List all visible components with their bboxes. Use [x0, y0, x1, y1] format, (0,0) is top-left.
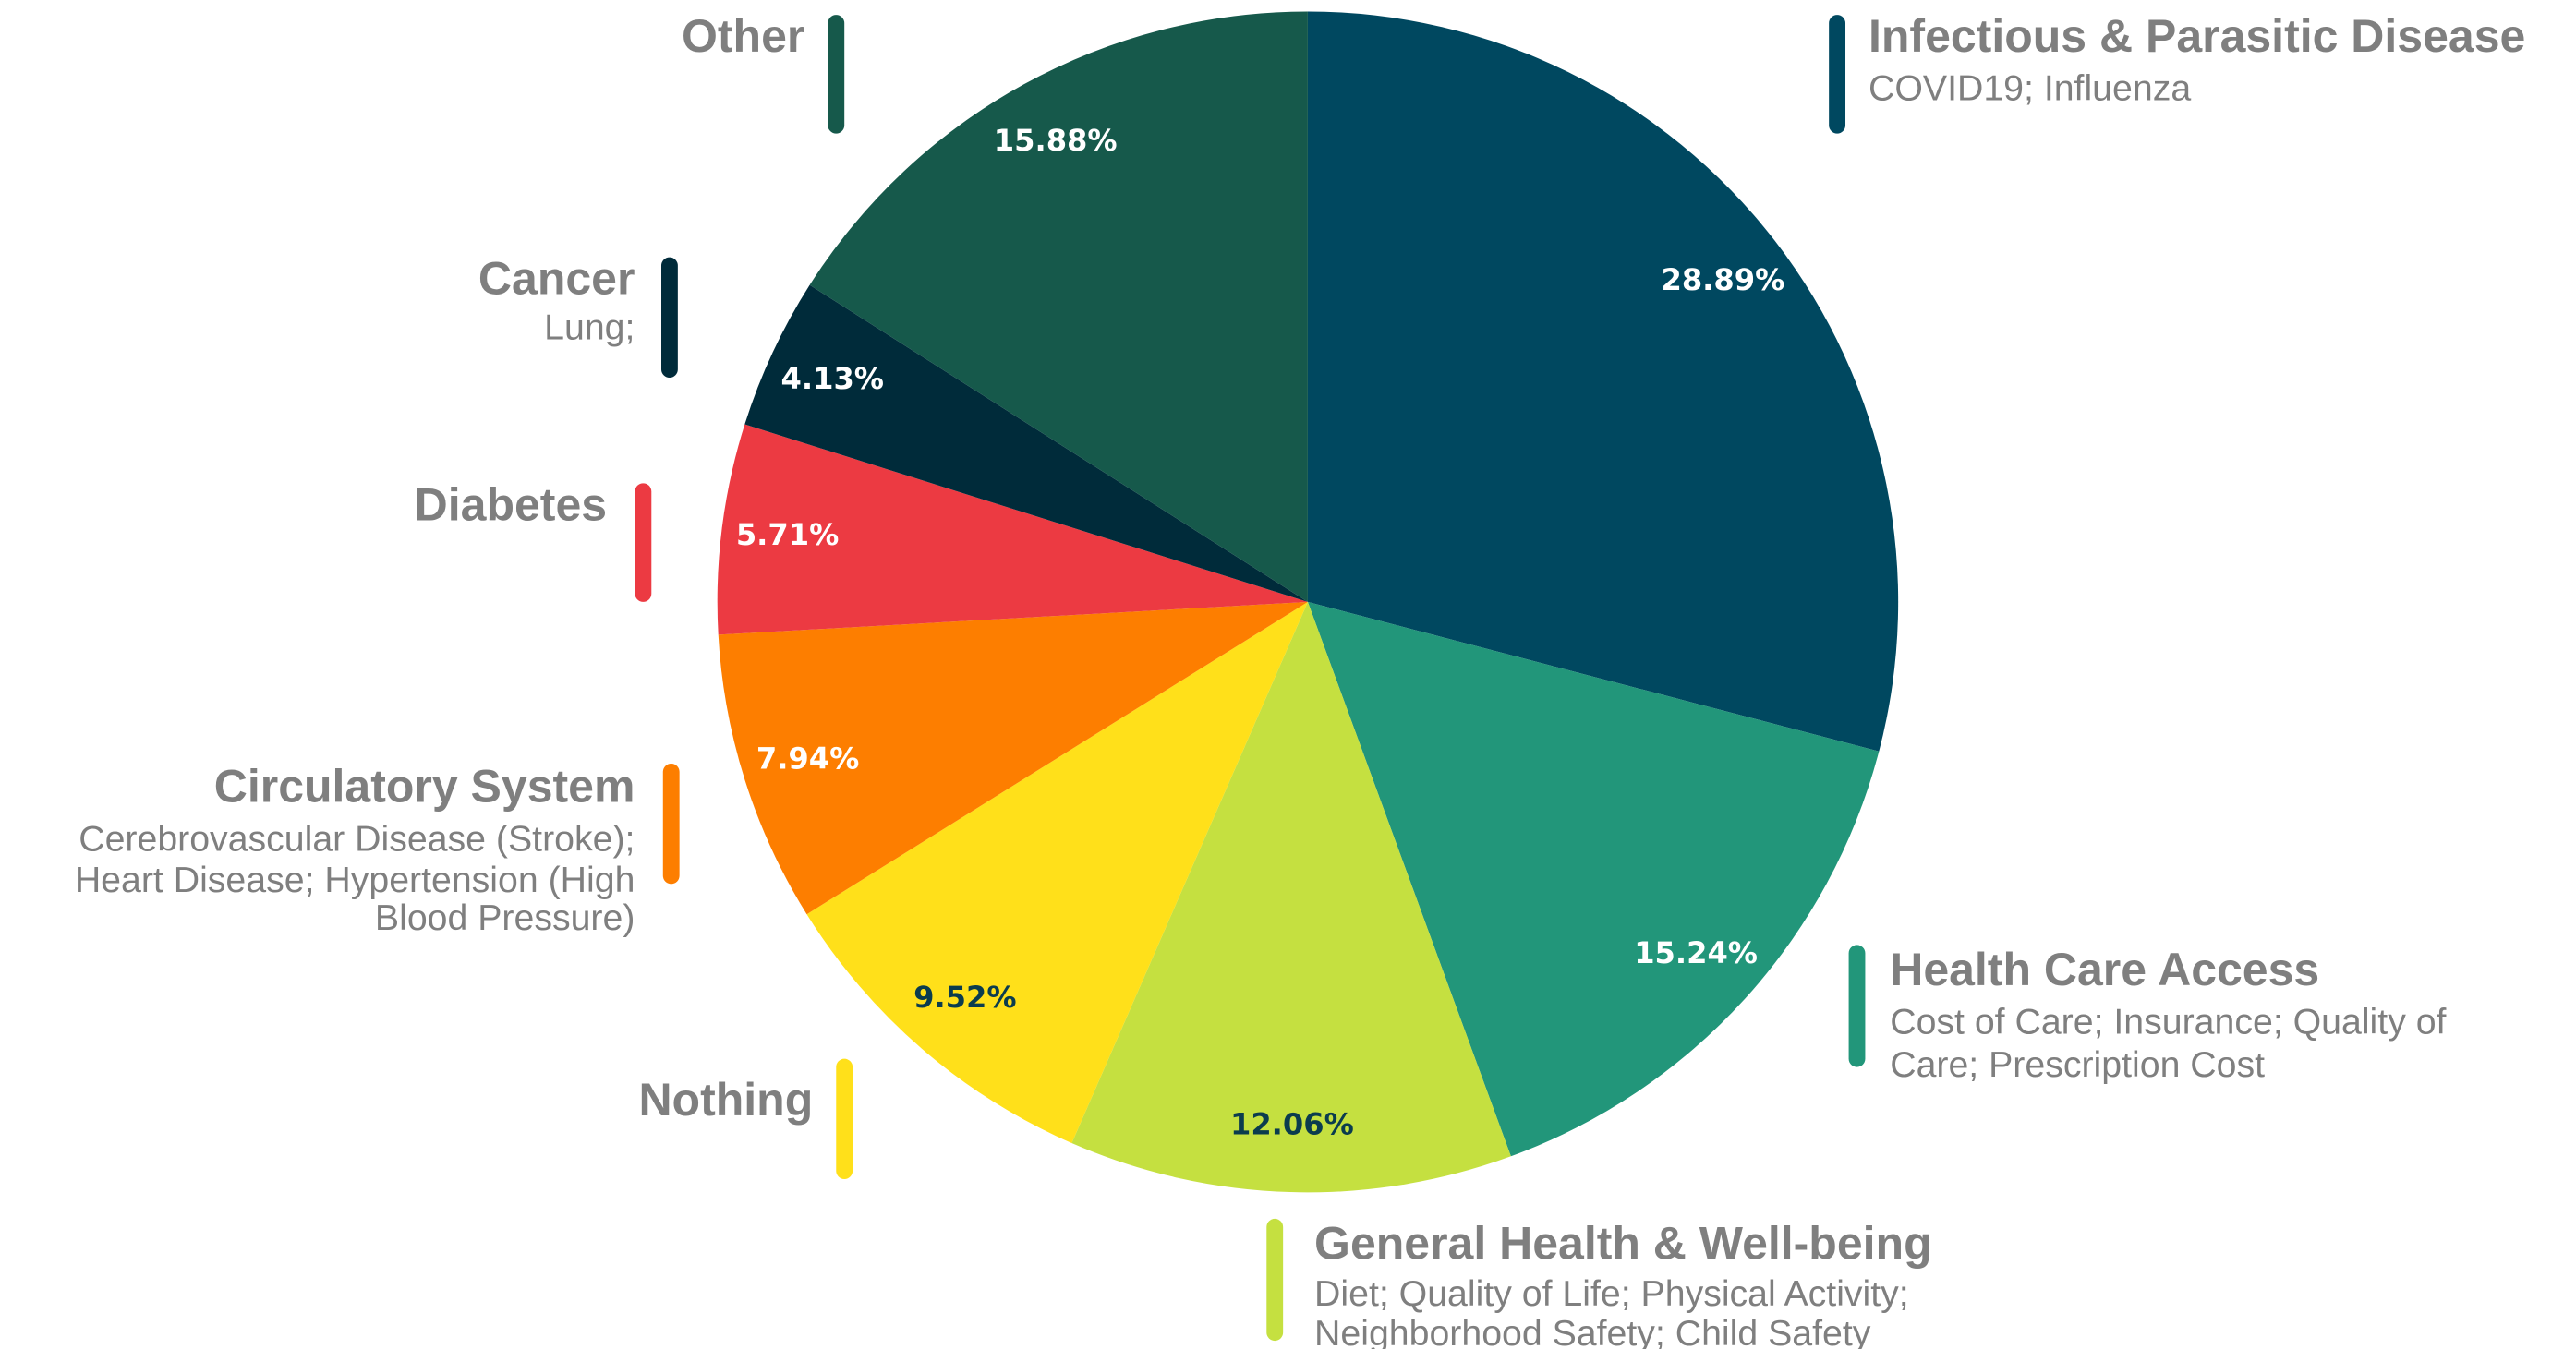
legend-title: Diabetes [415, 478, 607, 530]
legend-detail: Cost of Care; Insurance; Quality of [1890, 1002, 2446, 1042]
legend-detail: Lung; [544, 307, 635, 348]
value-label: 7.94% [756, 741, 859, 776]
pie-slice [744, 284, 1308, 602]
legend-title: Health Care Access [1890, 944, 2319, 995]
pie-slice [1307, 601, 1880, 1157]
value-label: 28.89% [1661, 262, 1784, 297]
pie-slice [718, 601, 1308, 915]
legend-title: Nothing [638, 1074, 813, 1126]
legend-detail: Heart Disease; Hypertension (High [75, 860, 635, 900]
legend-title: Cancer [478, 253, 635, 305]
legend-title: Circulatory System [214, 761, 635, 813]
value-label: 5.71% [736, 517, 839, 552]
value-label: 15.24% [1634, 935, 1758, 970]
legend-title: Other [682, 10, 804, 62]
value-label: 12.06% [1230, 1107, 1354, 1142]
pie-slice [717, 424, 1308, 635]
legend-detail: Cerebrovascular Disease (Stroke); [79, 818, 635, 859]
legend-title: General Health & Well-being [1314, 1217, 1932, 1269]
legend-detail: Care; Prescription Cost [1890, 1044, 2265, 1085]
pie-slice [806, 601, 1308, 1143]
legend-detail: Neighborhood Safety; Child Safety [1314, 1313, 1871, 1349]
pie-slice [1307, 11, 1899, 752]
pie-slice [1071, 601, 1511, 1193]
legend-detail: Diet; Quality of Life; Physical Activity… [1314, 1273, 1909, 1314]
value-label: 9.52% [913, 980, 1016, 1015]
value-label: 4.13% [781, 361, 884, 396]
value-label: 15.88% [994, 123, 1118, 158]
legend-detail: COVID19; Influenza [1869, 68, 2191, 109]
legend-detail: Blood Pressure) [375, 897, 635, 938]
pie-slice [809, 11, 1308, 602]
legend-title: Infectious & Parasitic Disease [1869, 10, 2525, 62]
